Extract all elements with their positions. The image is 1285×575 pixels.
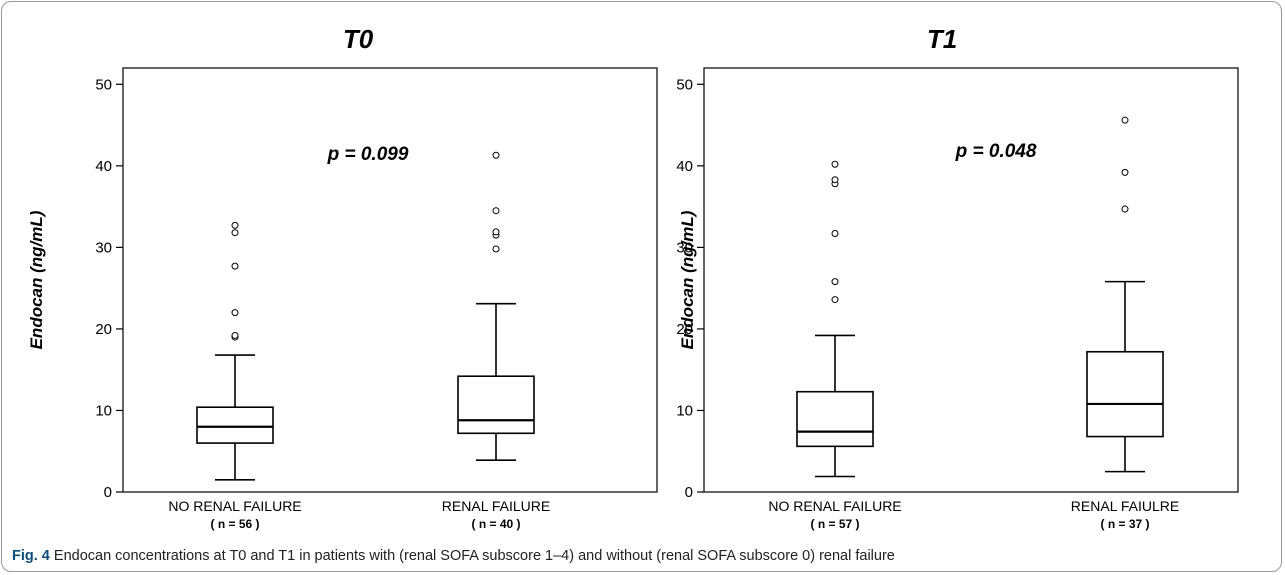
y-tick-label: 50 (95, 76, 112, 93)
outlier-point (231, 221, 239, 229)
iqr-box (196, 406, 274, 444)
outlier-point (1121, 205, 1129, 213)
outlier-point (831, 296, 839, 304)
x-category-label: NO RENAL FAILURE (168, 498, 301, 514)
iqr-box (796, 390, 874, 448)
panel-title: T1 (927, 24, 957, 54)
y-tick-label: 30 (676, 239, 693, 256)
chart-panel-t1: T1 0 10 20 30 40 50 Endocan (ng/mL) p = 0.048 NO … (676, 24, 1239, 531)
x-category-label: RENAL FAILURE (442, 498, 550, 514)
y-tick-label: 20 (676, 321, 693, 338)
chart-panel-t0: T0 0 10 20 30 40 50 Endocan (ng/mL) p = 0.099 NO … (27, 24, 658, 531)
y-tick-label: 40 (676, 158, 693, 175)
box-group: NO RENAL FAILURE ( n = 56 ) (168, 221, 302, 531)
y-tick-label: 0 (104, 484, 112, 501)
caption-text: Endocan concentrations at T0 and T1 in p… (53, 548, 895, 564)
iqr-box (1086, 350, 1164, 438)
y-tick-label: 50 (676, 76, 693, 93)
outlier-point (231, 331, 239, 339)
p-value-annotation: p = 0.048 (955, 141, 1037, 162)
p-value-annotation: p = 0.099 (327, 144, 409, 165)
outlier-point (231, 229, 239, 237)
box-group: RENAL FAILURE ( n = 40 ) (442, 151, 550, 531)
caption-label: Fig. 4 (12, 548, 50, 564)
outlier-point (492, 228, 500, 236)
outlier-point (492, 245, 500, 253)
outlier-point (831, 230, 839, 238)
y-tick-label: 10 (676, 402, 693, 419)
x-category-label: RENAL FAIULRE (1071, 498, 1179, 514)
y-tick-label: 10 (95, 402, 112, 419)
y-tick-label: 0 (685, 484, 693, 501)
y-axis-label: Endocan (ng/mL) (678, 210, 697, 349)
x-category-n-label: ( n = 57 ) (810, 517, 859, 531)
outlier-point (1121, 116, 1129, 124)
figure-caption: Fig. 4 Endocan concentrations at T0 and … (12, 548, 1272, 564)
outlier-point (231, 309, 239, 317)
box-group: NO RENAL FAILURE ( n = 57 ) (768, 160, 902, 531)
outlier-point (492, 151, 500, 159)
outlier-point (231, 262, 239, 270)
outlier-point (831, 160, 839, 168)
figure-chart-area: T0 0 10 20 30 40 50 Endocan (ng/mL) p = 0.099 NO … (27, 24, 1239, 531)
outlier-point (1121, 168, 1129, 176)
outlier-point (831, 278, 839, 286)
outlier-point (831, 176, 839, 184)
outlier-point (492, 207, 500, 215)
box-group: RENAL FAIULRE ( n = 37 ) (1071, 116, 1179, 531)
plot-frame (122, 67, 658, 493)
y-axis-label: Endocan (ng/mL) (27, 210, 46, 349)
y-tick-label: 20 (95, 321, 112, 338)
x-category-label: NO RENAL FAILURE (768, 498, 901, 514)
x-category-n-label: ( n = 37 ) (1100, 517, 1149, 531)
x-category-n-label: ( n = 40 ) (471, 517, 520, 531)
y-tick-label: 40 (95, 158, 112, 175)
x-category-n-label: ( n = 56 ) (210, 517, 259, 531)
iqr-box (457, 375, 535, 435)
plot-frame (703, 67, 1239, 493)
panel-title: T0 (343, 24, 374, 54)
y-tick-label: 30 (95, 239, 112, 256)
